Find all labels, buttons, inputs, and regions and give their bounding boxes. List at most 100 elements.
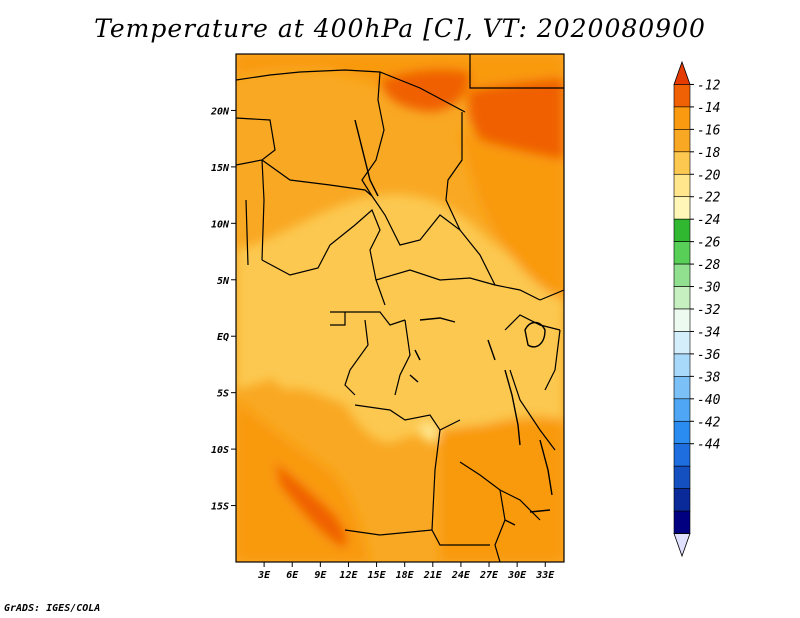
border-kenya-tanzania — [544, 329, 561, 391]
colorbar-label: -16 — [697, 123, 721, 138]
lon-tick-label: 21E — [423, 570, 443, 581]
grads-credit: GrADS: IGES/COLA — [4, 603, 101, 614]
colorbar-swatch — [673, 286, 691, 310]
colorbar-label: -34 — [697, 325, 720, 340]
colorbar-swatch — [673, 465, 691, 489]
border-congo-drc — [344, 319, 369, 396]
lat-tick-label: EQ — [217, 332, 229, 343]
colorbar: -12 -14 -16 -18 -20 -22 -24 -26 -28 -30 -32 -34 -36 -… — [673, 60, 721, 558]
temperature-field — [236, 54, 564, 562]
colorbar-label: -30 — [697, 281, 721, 296]
colorbar-label: -22 — [697, 191, 721, 206]
border-namibia-angola — [344, 529, 433, 536]
lon-tick-label: 27E — [479, 570, 499, 581]
border-angola-drc — [354, 404, 461, 431]
colorbar-label: -40 — [697, 393, 721, 408]
colorbar-swatch — [673, 263, 691, 287]
colorbar-swatch — [673, 241, 691, 265]
colorbar-top-triangle — [673, 60, 691, 85]
colorbar-swatch — [673, 129, 691, 153]
lake-tanganyika — [504, 369, 521, 446]
border-libya-egypt — [469, 54, 564, 89]
colorbar-swatch — [673, 488, 691, 512]
lon-tick-label: 12E — [339, 570, 358, 581]
colorbar-swatch — [673, 398, 691, 422]
border-uganda-kenya — [504, 314, 561, 331]
border-eq-guinea — [330, 312, 346, 326]
colorbar-label: -18 — [697, 146, 721, 161]
field-region-12-southwest — [275, 462, 347, 548]
colorbar-swatch — [673, 106, 691, 130]
colorbar-swatch — [673, 308, 691, 332]
colorbar-swatch — [673, 151, 691, 175]
lon-tick-label: 24E — [451, 570, 471, 581]
map-frame — [235, 53, 565, 563]
colorbar-label: -24 — [697, 213, 720, 228]
border-sudan-ethiopia — [539, 289, 564, 301]
lat-tick-label: 20N — [210, 106, 230, 117]
colorbar-swatch — [673, 84, 691, 108]
lat-tick-label: 5N — [217, 276, 230, 287]
river-congo — [419, 317, 456, 323]
colorbar-label: -44 — [697, 438, 720, 453]
lat-tick-label: 15S — [211, 502, 229, 513]
field-region-14-east — [460, 130, 564, 300]
border-zimbabwe — [494, 489, 506, 562]
colorbar-swatch — [673, 420, 691, 445]
colorbar-swatch — [673, 443, 691, 467]
border-mali — [236, 117, 276, 166]
border-chad-car — [371, 195, 496, 286]
lon-tick-label: 9E — [314, 570, 327, 581]
field-region-20 — [420, 423, 439, 443]
lon-tick-label: 3E — [257, 570, 271, 581]
lon-tick-label: 15E — [368, 570, 387, 581]
border-niger-chad — [361, 71, 385, 197]
colorbar-swatch — [673, 218, 691, 242]
border-car-drc — [375, 269, 541, 301]
border-drc-west — [394, 319, 411, 396]
lon-tick-label: 33E — [535, 570, 555, 581]
colorbar-label: -28 — [697, 258, 721, 273]
colorbar-label: -20 — [697, 168, 721, 183]
colorbar-label: -12 — [697, 78, 721, 93]
lat-tick-label: 15N — [211, 163, 230, 174]
lake-kariba — [504, 509, 551, 526]
colorbar-label: -26 — [697, 236, 721, 251]
field-region-12-northeast — [468, 78, 564, 160]
lake-victoria — [524, 321, 546, 348]
lon-tick-label: 18E — [396, 570, 415, 581]
border-gabon-congo — [330, 311, 406, 326]
field-region-18 — [236, 194, 564, 443]
longitude-axis: 3E 6E 9E 12E 15E 18E 21E 24E 27E 30E 33E — [257, 562, 555, 581]
colorbar-swatch — [673, 376, 691, 400]
lake-chad-shore — [354, 119, 379, 197]
lat-tick-label: 10S — [211, 445, 229, 456]
border-tanzania-west — [509, 369, 556, 451]
colorbar-label: -32 — [697, 303, 721, 318]
border-niger-nigeria — [261, 159, 373, 197]
colorbar-label: -36 — [697, 348, 721, 363]
border-chad-sudan — [445, 112, 463, 231]
colorbar-label: -42 — [697, 415, 721, 430]
border-togo — [245, 199, 249, 266]
river-segments — [409, 349, 421, 383]
lon-tick-label: 6E — [286, 570, 299, 581]
colorbar-swatch — [673, 196, 691, 220]
border-benin — [261, 159, 265, 261]
lake-malawi — [539, 439, 553, 496]
colorbar-swatch — [673, 331, 691, 355]
lon-tick-label: 30E — [507, 570, 527, 581]
latitude-axis: 20N 15N 10N 5N EQ 5S 10S 15S — [210, 106, 236, 513]
field-region-18-west — [236, 330, 270, 390]
colorbar-swatch — [673, 353, 691, 377]
colorbar-label: -14 — [697, 101, 720, 116]
colorbar-bottom-triangle — [673, 533, 691, 558]
colorbar-swatch — [673, 173, 691, 198]
colorbar-label: -38 — [697, 370, 721, 385]
chart-title: Temperature at 400hPa [C], VT: 202008090… — [94, 14, 706, 43]
colorbar-swatch — [673, 510, 691, 534]
lat-tick-label: 5S — [217, 389, 229, 400]
border-sahara-north — [236, 69, 466, 113]
border-nigeria-cameroon — [261, 208, 386, 306]
